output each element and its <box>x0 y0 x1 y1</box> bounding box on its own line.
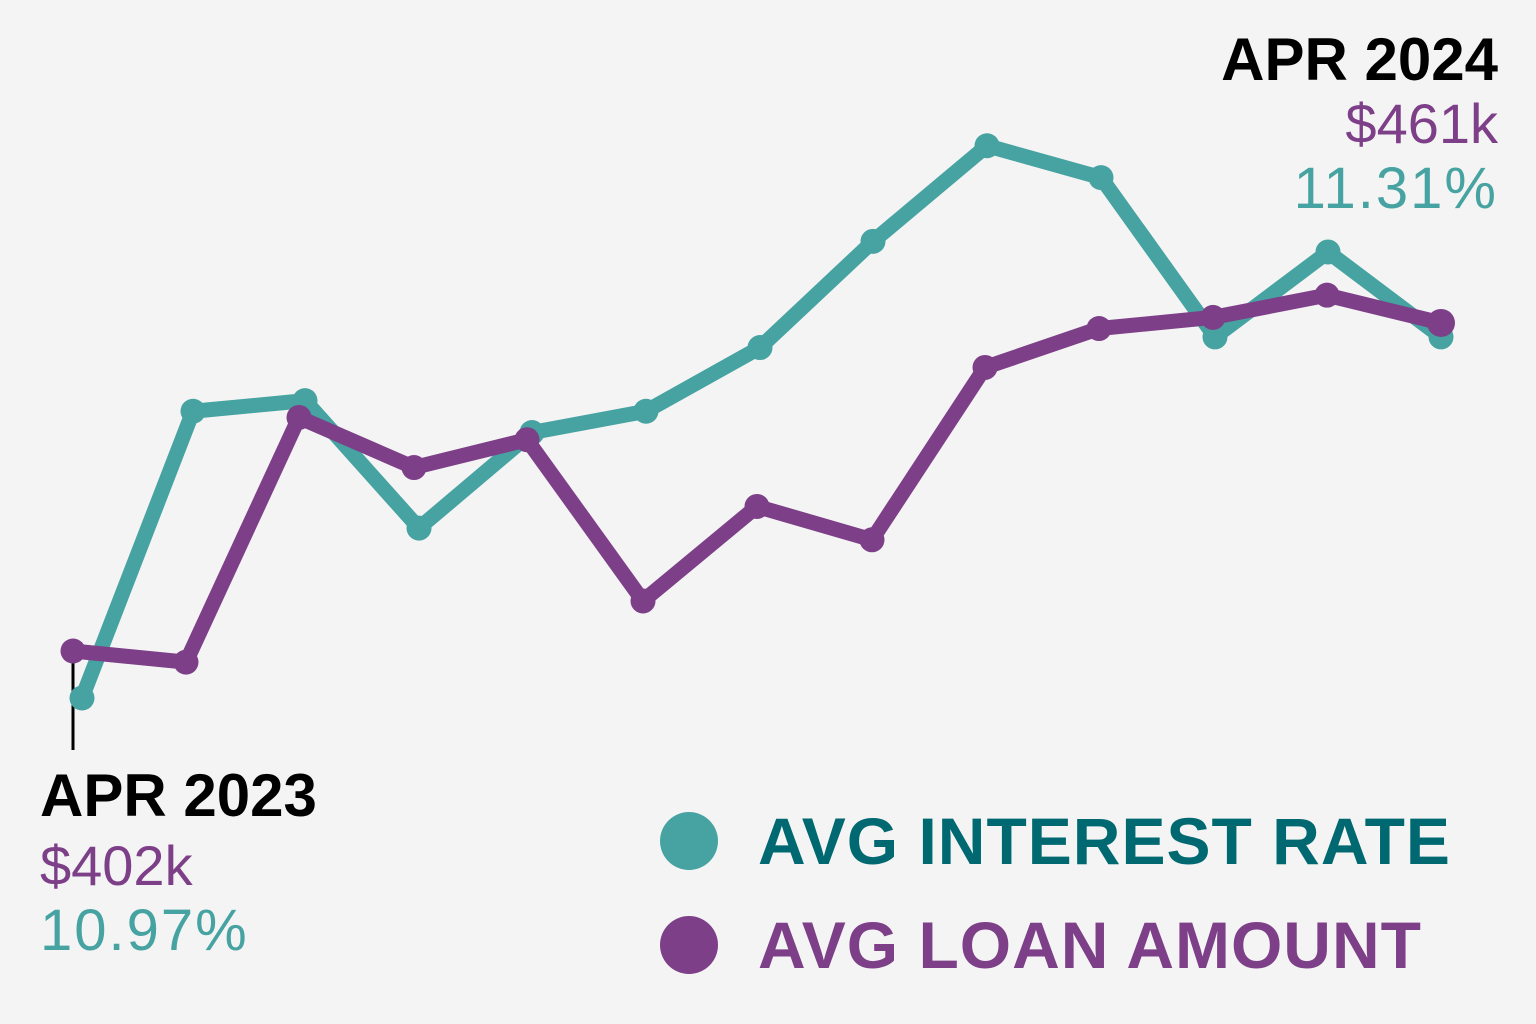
data-point <box>1314 282 1340 308</box>
data-point <box>1086 316 1112 342</box>
data-point <box>401 455 427 481</box>
teal-dot-icon <box>660 812 718 870</box>
legend-label: AVG LOAN AMOUNT <box>758 908 1422 982</box>
data-point <box>406 515 432 541</box>
data-point <box>1200 304 1226 330</box>
end-amount-label: $461k <box>1345 92 1498 155</box>
data-point <box>286 404 312 430</box>
end-rate-label: 11.31% <box>1293 156 1498 221</box>
start-rate-label: 10.97% <box>40 898 249 963</box>
data-point <box>173 649 199 675</box>
data-point <box>1315 239 1341 265</box>
data-point <box>974 133 1000 159</box>
legend-item-interest-rate: AVG INTEREST RATE <box>660 804 1451 878</box>
data-point <box>860 228 886 254</box>
data-point <box>180 398 206 424</box>
series-loan-amount <box>60 282 1455 675</box>
end-date-label: APR 2024 <box>1221 26 1498 93</box>
end-annotation: APR 2024 $461k 11.31% <box>1221 30 1498 218</box>
data-point <box>972 354 998 380</box>
purple-dot-icon <box>660 916 718 974</box>
data-point <box>859 527 885 553</box>
data-point <box>630 588 656 614</box>
start-annotation: APR 2023 $402k 10.97% <box>40 766 317 960</box>
data-point <box>514 427 540 453</box>
data-point <box>69 685 95 711</box>
data-point <box>1427 308 1455 337</box>
series-interest-rate <box>69 133 1454 711</box>
data-point <box>747 335 773 361</box>
start-amount-label: $402k <box>40 834 193 897</box>
start-date-label: APR 2023 <box>40 762 317 829</box>
legend: AVG INTEREST RATE AVG LOAN AMOUNT <box>660 804 1451 1016</box>
legend-label: AVG INTEREST RATE <box>758 804 1451 878</box>
data-point <box>60 638 86 664</box>
data-point <box>633 398 659 424</box>
data-point <box>744 493 770 519</box>
data-point <box>1202 324 1228 350</box>
data-point <box>1088 165 1114 191</box>
legend-item-loan-amount: AVG LOAN AMOUNT <box>660 908 1451 982</box>
